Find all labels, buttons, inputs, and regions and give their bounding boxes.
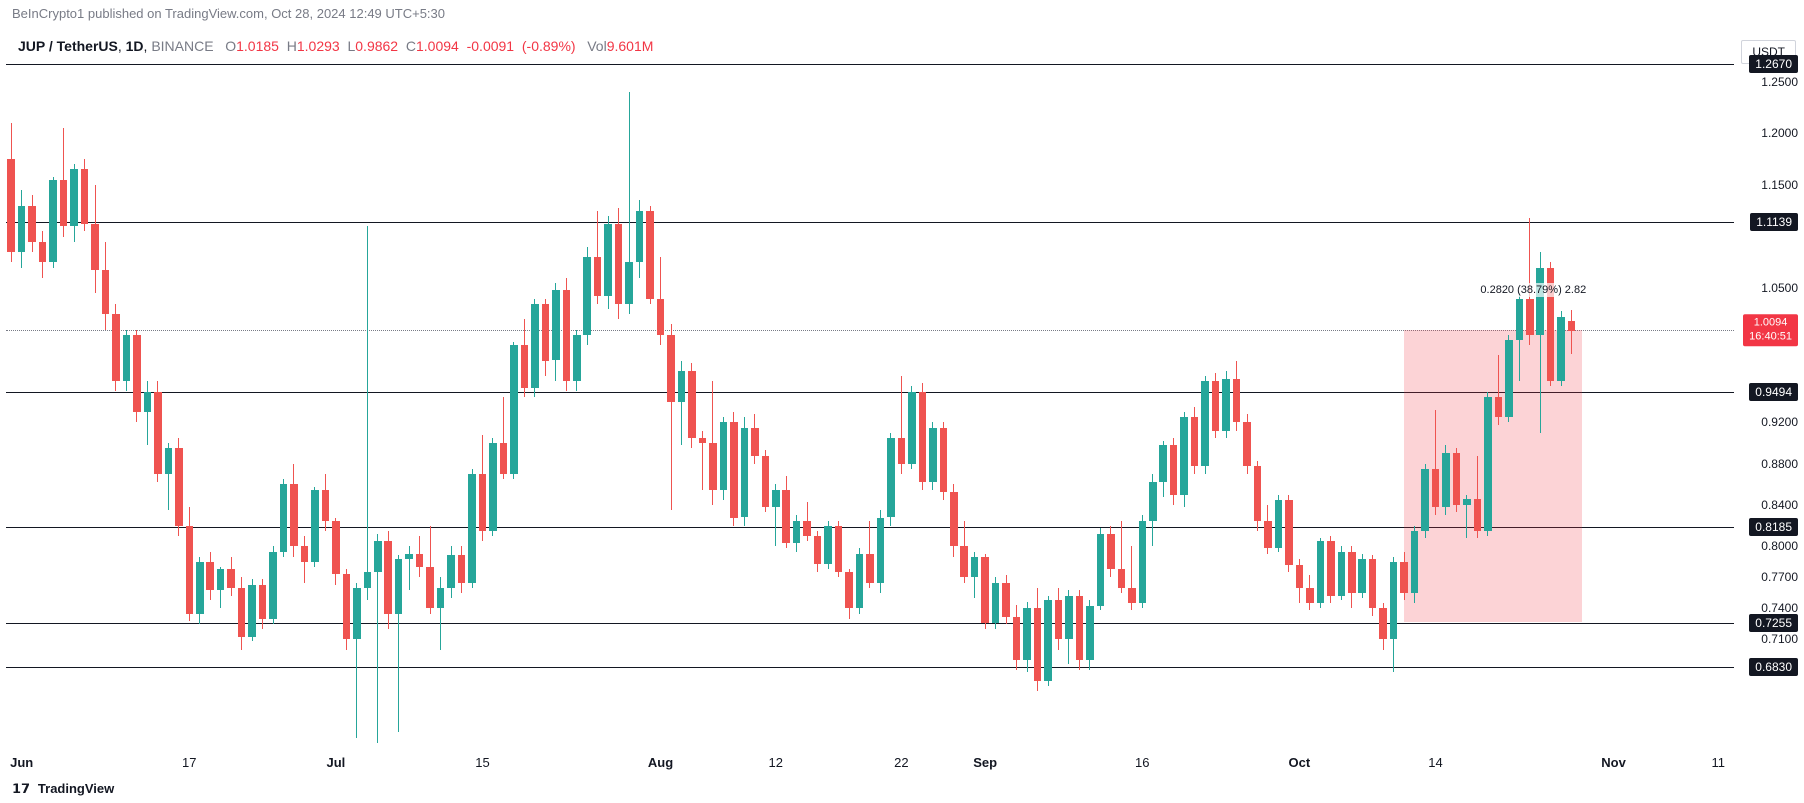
- hline-price-label: 1.2670: [1749, 55, 1798, 73]
- hline-price-label: 0.7255: [1749, 614, 1798, 632]
- x-tick: Jun: [10, 755, 33, 770]
- last-price-label: 1.009416:40:51: [1743, 314, 1798, 346]
- hline-price-label: 1.1139: [1750, 213, 1798, 231]
- o-value: 1.0185: [236, 38, 279, 54]
- y-tick: 1.2000: [1761, 126, 1798, 140]
- symbol-text: JUP / TetherUS: [18, 38, 118, 54]
- h-value: 1.0293: [297, 38, 340, 54]
- y-tick: 0.7400: [1761, 601, 1798, 615]
- x-tick: Sep: [973, 755, 997, 770]
- x-tick: 14: [1428, 755, 1442, 770]
- measure-callout: 0.2820 (38.79%) 2.82: [1477, 283, 1589, 297]
- y-tick: 0.8400: [1761, 498, 1798, 512]
- exchange-text: BINANCE: [151, 38, 213, 54]
- x-tick: Jul: [326, 755, 345, 770]
- vol-label: Vol: [587, 38, 606, 54]
- y-tick: 0.8800: [1761, 457, 1798, 471]
- l-value: 0.9862: [355, 38, 398, 54]
- publish-header: BeInCrypto1 published on TradingView.com…: [0, 0, 1804, 27]
- chart-pane[interactable]: 0.2820 (38.79%) 2.82: [6, 30, 1734, 753]
- chg-value: -0.0091: [467, 38, 514, 54]
- o-label: O: [225, 38, 236, 54]
- y-tick: 0.7700: [1761, 570, 1798, 584]
- pct-value: (-0.89%): [522, 38, 576, 54]
- candle-layer: [6, 30, 1734, 753]
- x-tick: 15: [475, 755, 489, 770]
- tv-text: TradingView: [38, 781, 114, 796]
- chart-wrap: BeInCrypto1 published on TradingView.com…: [0, 0, 1804, 803]
- y-tick: 1.0500: [1761, 281, 1798, 295]
- x-axis[interactable]: Jun 17 Jul 15 Aug 12 22 Sep 16 Oct 14 Nov 11: [6, 755, 1734, 775]
- y-tick: 0.9200: [1761, 415, 1798, 429]
- x-tick: Nov: [1601, 755, 1626, 770]
- y-tick: 1.1500: [1761, 178, 1798, 192]
- tv-logo: 𝟭𝟳 TradingView: [12, 781, 114, 797]
- interval-text: 1D: [126, 38, 144, 54]
- x-tick: 17: [182, 755, 196, 770]
- chart-legend: JUP / TetherUS, 1D, BINANCE O1.0185 H1.0…: [18, 38, 653, 54]
- y-tick: 0.7100: [1761, 632, 1798, 646]
- y-tick: 0.8000: [1761, 539, 1798, 553]
- x-tick: Oct: [1289, 755, 1311, 770]
- y-tick: 1.2500: [1761, 75, 1798, 89]
- hline-price-label: 0.6830: [1749, 658, 1798, 676]
- c-value: 1.0094: [416, 38, 459, 54]
- h-label: H: [287, 38, 297, 54]
- hline-price-label: 0.9494: [1749, 383, 1798, 401]
- x-tick: Aug: [648, 755, 673, 770]
- publish-text: BeInCrypto1 published on TradingView.com…: [12, 6, 445, 21]
- vol-value: 9.601M: [607, 38, 654, 54]
- x-tick: 12: [769, 755, 783, 770]
- tv-glyph: 𝟭𝟳: [12, 782, 38, 797]
- x-tick: 16: [1135, 755, 1149, 770]
- hline-price-label: 0.8185: [1749, 518, 1798, 536]
- c-label: C: [406, 38, 416, 54]
- x-tick: 11: [1712, 755, 1726, 770]
- x-tick: 22: [894, 755, 908, 770]
